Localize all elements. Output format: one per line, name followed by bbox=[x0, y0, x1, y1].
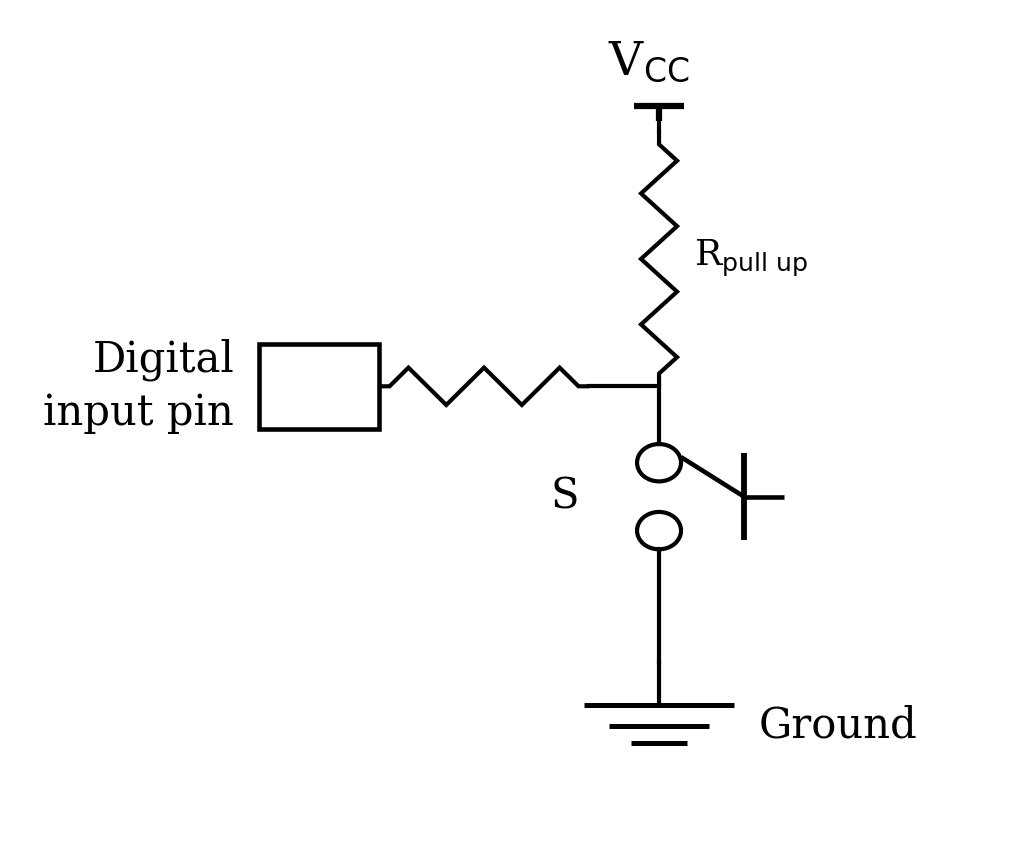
Text: S: S bbox=[551, 475, 579, 518]
Text: Ground: Ground bbox=[759, 705, 918, 747]
Text: Digital
input pin: Digital input pin bbox=[43, 338, 234, 435]
Bar bbox=[259, 344, 379, 429]
Text: V$_{\mathrm{CC}}$: V$_{\mathrm{CC}}$ bbox=[608, 40, 690, 85]
Text: R$_{\mathrm{pull\ up}}$: R$_{\mathrm{pull\ up}}$ bbox=[694, 239, 809, 279]
